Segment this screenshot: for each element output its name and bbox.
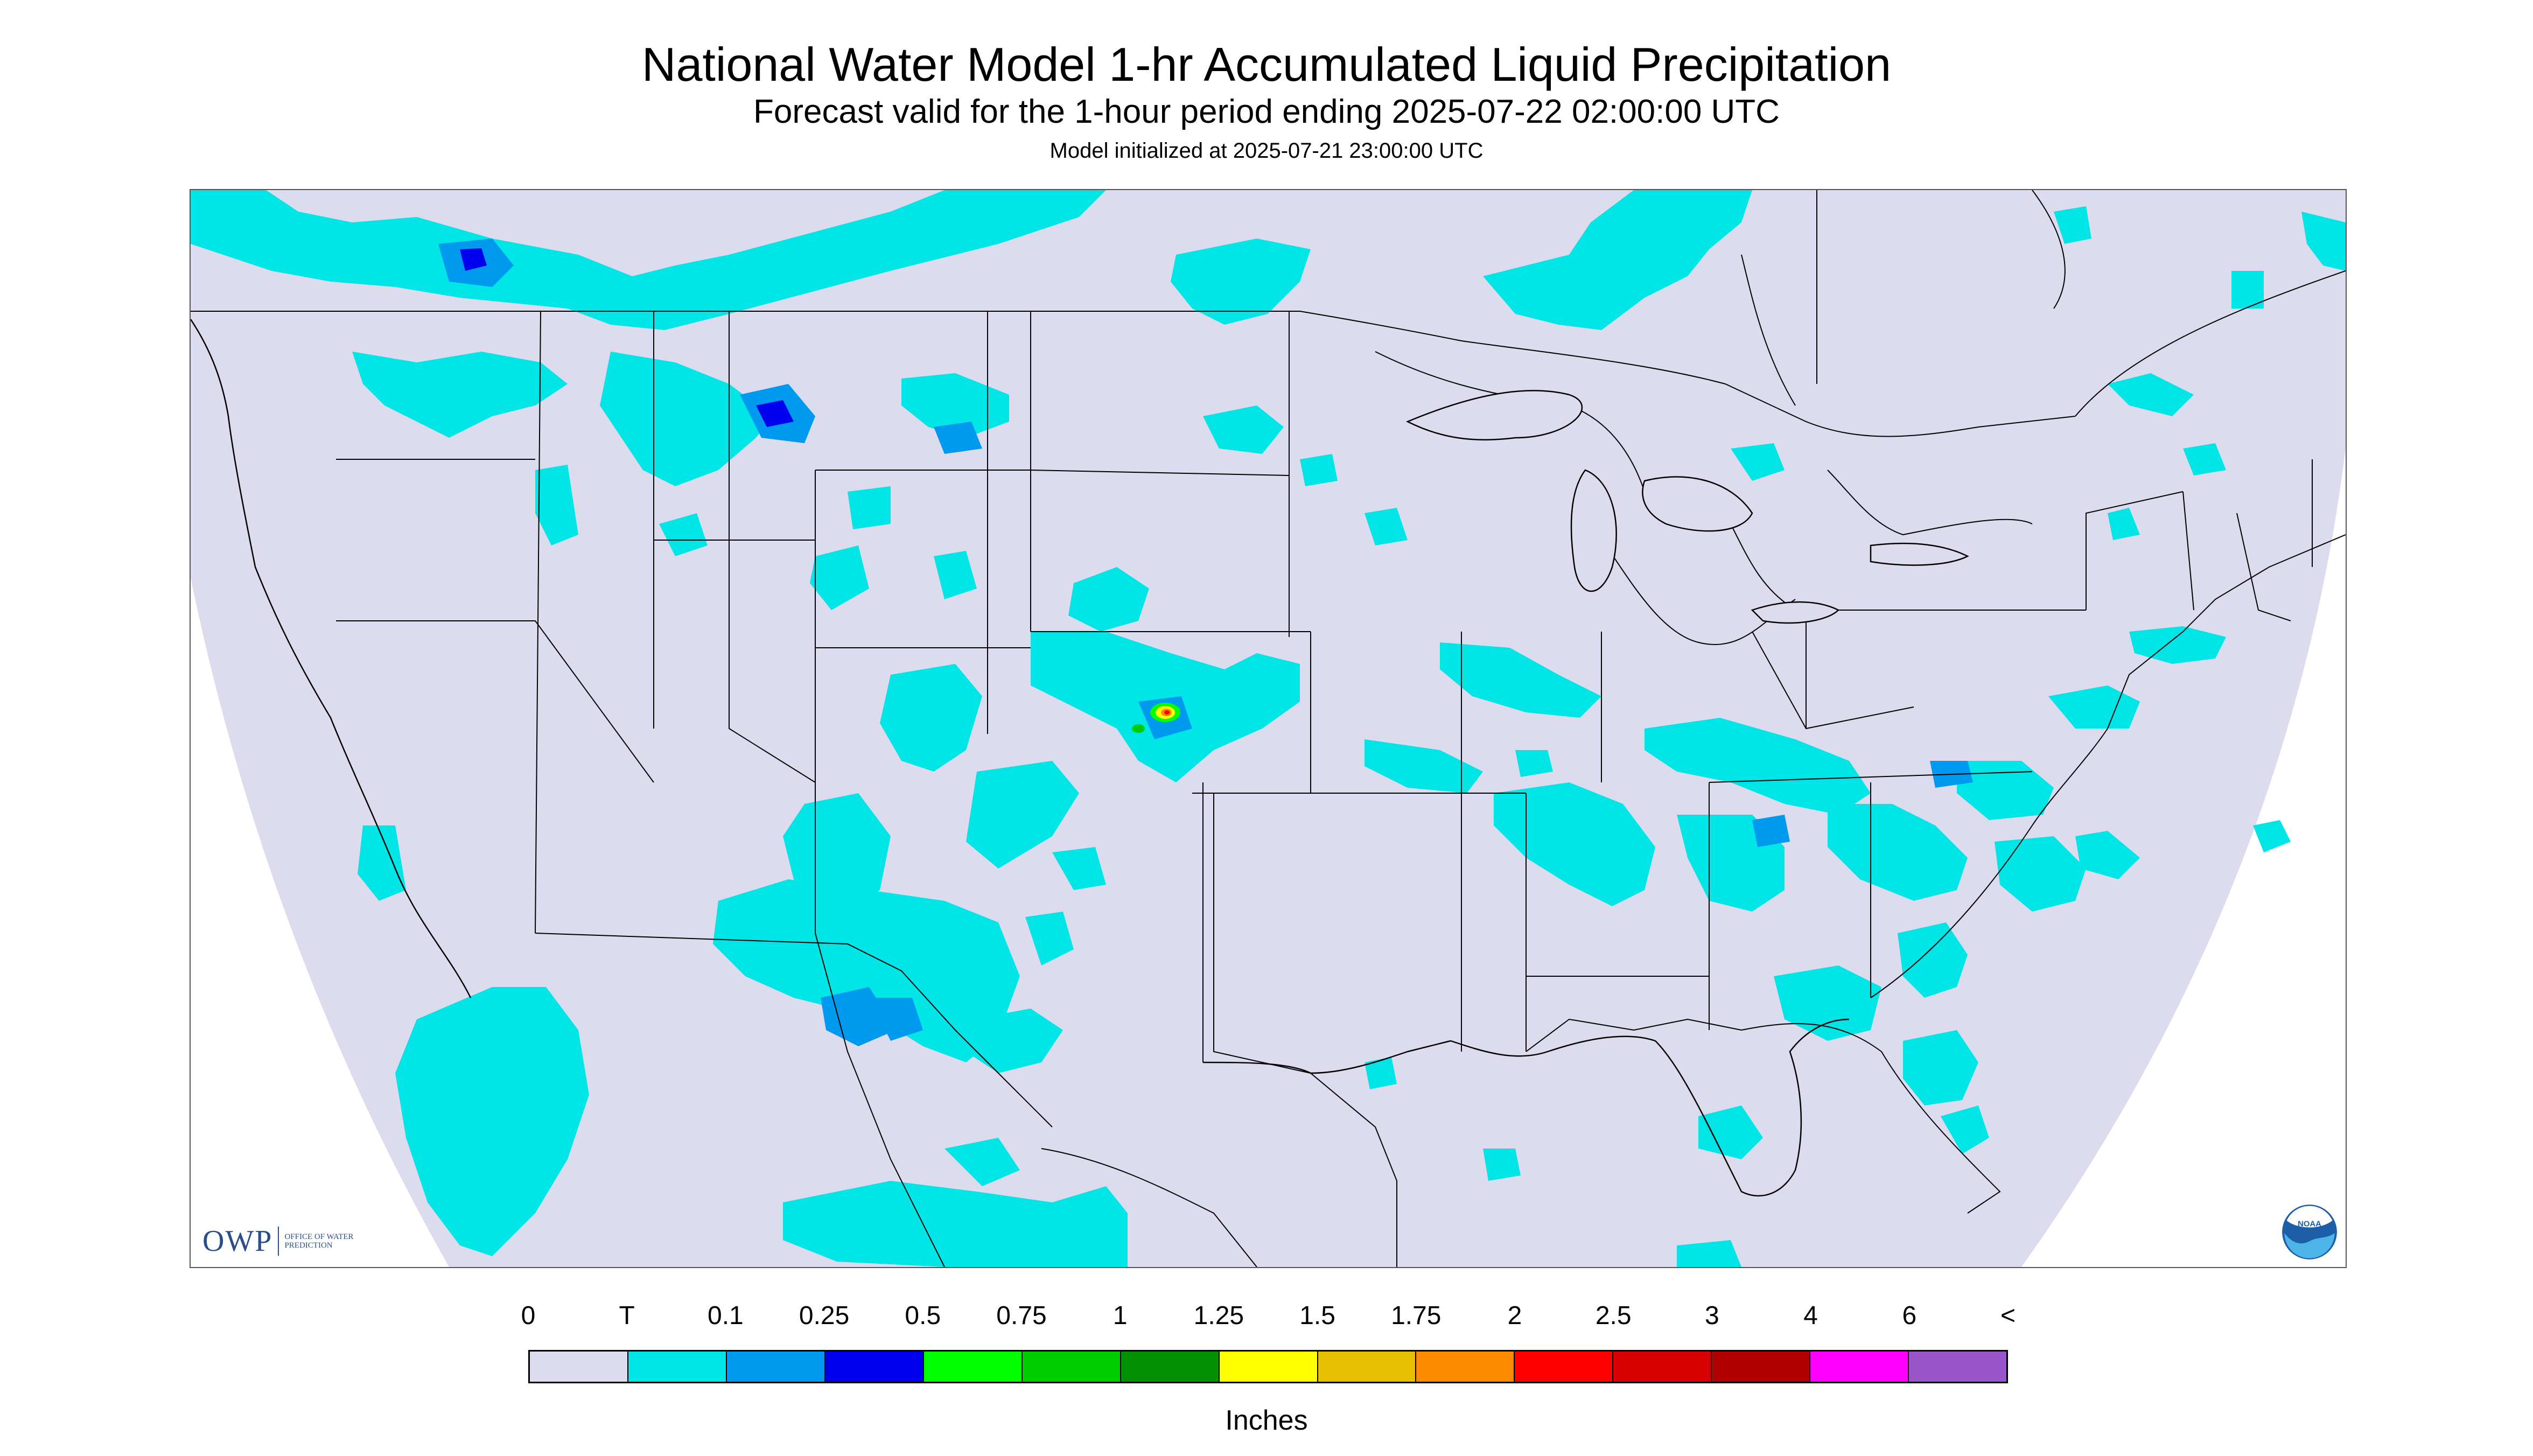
legend-tick-label: 0 [521,1301,536,1330]
legend-tick-label: 4 [1803,1301,1818,1330]
legend-tick-label: 2 [1507,1301,1522,1330]
legend-swatch [1712,1352,1811,1382]
legend-tick-label: 2.5 [1595,1301,1632,1330]
legend-tick-label: 0.5 [905,1301,941,1330]
legend-tick-label: 1.5 [1299,1301,1335,1330]
political-boundaries [191,190,2346,1267]
coastlines [191,319,1850,1197]
noaa-logo-text: NOAA [2298,1220,2321,1228]
owp-logo-text: OFFICE OF WATER PREDICTION [284,1233,354,1250]
legend-swatch [1810,1352,1909,1382]
legend-tick-label: 0.25 [799,1301,850,1330]
legend-swatch [726,1352,825,1382]
owp-logo-mark: OWP [202,1224,273,1258]
legend-swatch [1909,1352,2007,1382]
precip-light-areas [438,239,1973,1046]
legend-units-label: Inches [1225,1405,1308,1436]
precip-moderate-areas [460,248,794,427]
precip-heavy-cell [1132,703,1180,733]
owp-logo: OWP OFFICE OF WATER PREDICTION [202,1224,354,1258]
great-lakes [1405,390,1969,624]
legend-labels: 0 T 0.1 0.25 0.5 0.75 1 1.25 1.5 1.75 2 2.5 3 4 6 < [0,1300,2533,1338]
legend-tick-label: 0.1 [708,1301,744,1330]
model-init-time: Model initialized at 2025-07-21 23:00:00… [1049,139,1484,163]
legend-swatch [628,1352,727,1382]
legend-swatch [825,1352,924,1382]
legend-tick-label: 1 [1112,1301,1128,1330]
legend-swatch [1613,1352,1712,1382]
legend-tick-label: 3 [1705,1301,1719,1330]
legend-swatch [530,1352,628,1382]
legend-swatch [1416,1352,1515,1382]
legend-tick-label: < [2000,1301,2016,1330]
owp-logo-divider [278,1227,279,1256]
legend-tick-label: T [619,1301,635,1330]
legend-swatch [1022,1352,1121,1382]
precipitation-map[interactable]: OWP OFFICE OF WATER PREDICTION NOAA [190,189,2347,1268]
map-title: National Water Model 1-hr Accumulated Li… [641,38,1892,91]
legend-swatch [1121,1352,1220,1382]
legend-swatch [923,1352,1023,1382]
legend-tick-label: 1.25 [1193,1301,1244,1330]
legend-swatch [1219,1352,1318,1382]
legend-swatch [1318,1352,1417,1382]
legend-tick-label: 0.75 [996,1301,1047,1330]
map-subtitle: Forecast valid for the 1-hour period end… [753,93,1780,130]
noaa-logo-icon: NOAA [2282,1205,2337,1259]
legend-swatch [1515,1352,1614,1382]
legend-tick-label: 1.75 [1391,1301,1442,1330]
legend-color-bar [528,1350,2008,1383]
legend-tick-label: 6 [1902,1301,1917,1330]
